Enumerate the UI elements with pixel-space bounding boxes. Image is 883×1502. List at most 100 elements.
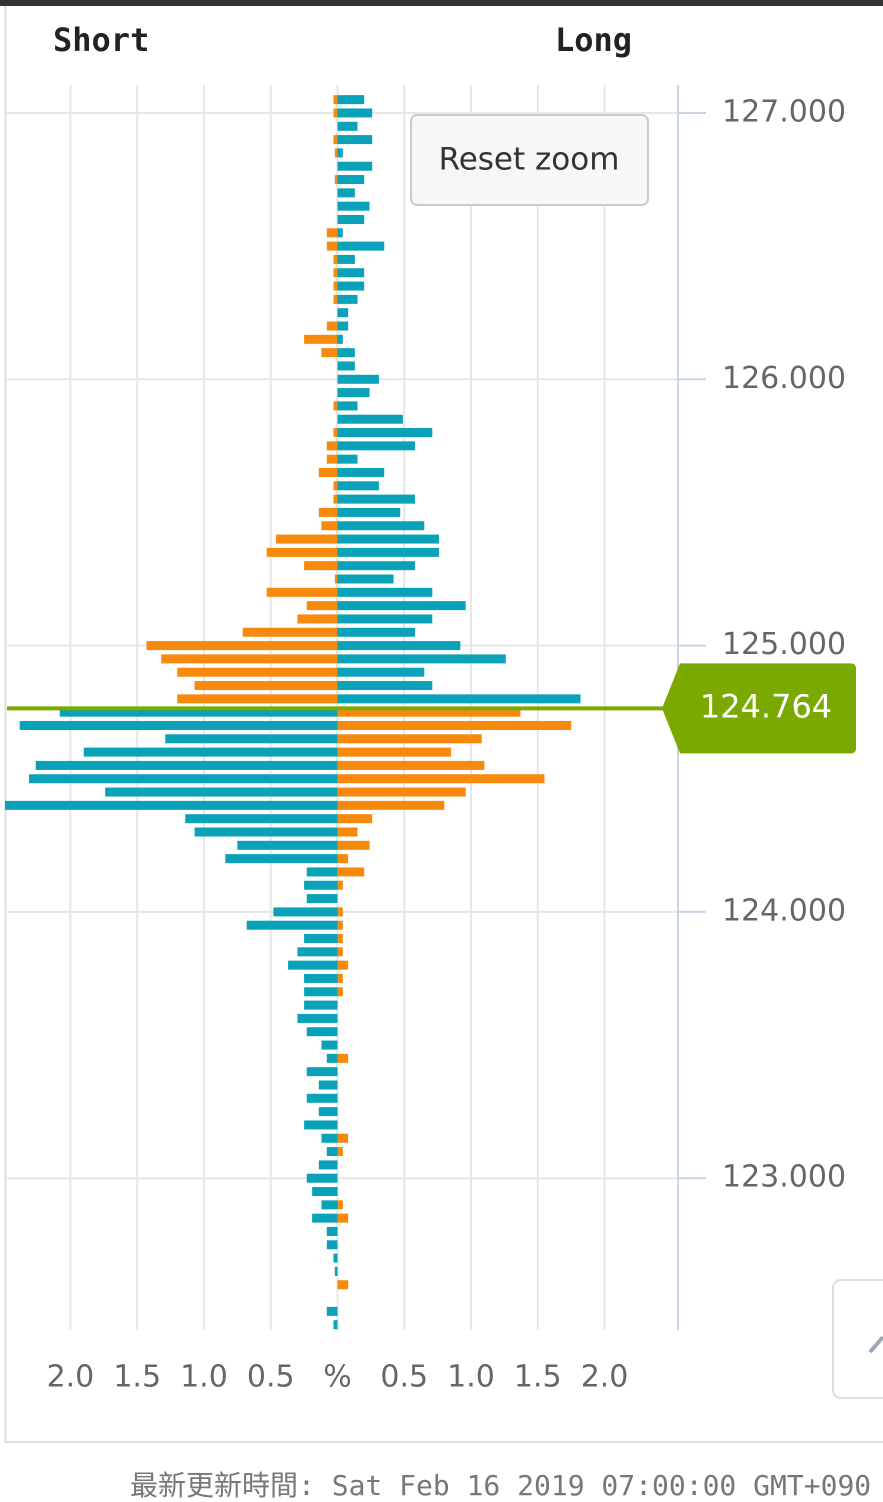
- bar: [333, 281, 338, 291]
- bar: [337, 561, 415, 571]
- bar: [326, 321, 338, 331]
- bar: [337, 934, 343, 944]
- bar: [337, 1133, 349, 1143]
- bar: [326, 1240, 338, 1250]
- bar: [337, 188, 355, 198]
- bar: [337, 614, 433, 624]
- bar: [333, 1253, 338, 1263]
- bar: [337, 1200, 343, 1210]
- bar: [326, 228, 338, 238]
- bar: [337, 494, 415, 504]
- bar: [35, 760, 338, 770]
- bar: [334, 175, 338, 185]
- bar: [337, 854, 349, 864]
- bar: [321, 521, 338, 531]
- bar: [337, 654, 506, 664]
- reset-zoom-button[interactable]: Reset zoom: [410, 114, 649, 206]
- x-tick-label: 2.0: [47, 1360, 95, 1395]
- bar: [337, 747, 451, 757]
- top-bar: [0, 0, 883, 6]
- bar: [337, 428, 433, 438]
- bar: [337, 241, 385, 251]
- bar: [337, 587, 433, 597]
- bar: [333, 268, 338, 278]
- bar: [297, 1013, 338, 1023]
- bar: [321, 348, 338, 358]
- bar: [306, 1173, 338, 1183]
- bar: [337, 401, 358, 411]
- bar: [326, 1306, 338, 1316]
- bar: [333, 428, 338, 438]
- bar: [333, 494, 338, 504]
- x-tick-label: %: [323, 1360, 352, 1395]
- bar: [306, 1067, 338, 1077]
- bar: [337, 441, 415, 451]
- bar: [304, 561, 338, 571]
- bar: [337, 348, 355, 358]
- bar: [337, 1280, 349, 1290]
- bar: [326, 454, 338, 464]
- bar: [318, 1160, 338, 1170]
- bar: [194, 827, 338, 837]
- bar: [337, 867, 365, 877]
- bar: [337, 734, 482, 744]
- bar: [333, 1320, 338, 1330]
- bar: [337, 228, 343, 238]
- y-tick-label: 127.000: [722, 94, 846, 129]
- bar: [333, 481, 338, 491]
- bar: [242, 627, 338, 637]
- side-panel[interactable]: [832, 1279, 883, 1399]
- bar: [337, 1147, 343, 1157]
- bar: [337, 121, 358, 131]
- bar: [337, 827, 358, 837]
- bar: [297, 614, 338, 624]
- bar: [177, 667, 338, 677]
- bar: [337, 987, 343, 997]
- bar: [318, 507, 338, 517]
- bar: [304, 973, 338, 983]
- current-price-flag: [662, 663, 856, 754]
- bar: [304, 987, 338, 997]
- x-tick-label: 0.5: [247, 1360, 295, 1395]
- bar: [337, 787, 466, 797]
- bar: [333, 294, 338, 304]
- bar: [306, 1027, 338, 1037]
- bar: [337, 1213, 349, 1223]
- y-tick-label: 124.000: [722, 893, 846, 928]
- bar: [337, 947, 343, 957]
- bar: [337, 135, 373, 145]
- bar: [337, 880, 343, 890]
- bar: [306, 601, 338, 611]
- bar: [337, 641, 461, 651]
- button-label[interactable]: Reset zoom: [439, 142, 620, 178]
- current-price-label: 124.764: [700, 687, 832, 725]
- x-tick-label: 1.5: [514, 1360, 562, 1395]
- bar: [276, 534, 338, 544]
- bar: [337, 254, 355, 264]
- bar: [334, 1266, 338, 1276]
- button-bg[interactable]: [410, 114, 649, 206]
- bar: [337, 214, 365, 224]
- bar: [337, 454, 358, 464]
- bar: [337, 414, 403, 424]
- bar: [337, 294, 358, 304]
- bar: [83, 747, 338, 757]
- bar: [321, 1200, 338, 1210]
- bar: [161, 654, 338, 664]
- bar: [337, 334, 343, 344]
- bar: [337, 467, 385, 477]
- bar: [318, 467, 338, 477]
- bar: [333, 401, 338, 411]
- bar: [297, 947, 338, 957]
- bar: [337, 800, 445, 810]
- bar: [337, 907, 343, 917]
- bar: [312, 1187, 338, 1197]
- bar: [337, 960, 349, 970]
- bar: [326, 441, 338, 451]
- bar: [237, 840, 338, 850]
- y-tick-label: 125.000: [722, 627, 846, 662]
- bar: [326, 1226, 338, 1236]
- bar: [337, 374, 379, 384]
- bar: [321, 1040, 338, 1050]
- left-title: Short: [53, 21, 149, 59]
